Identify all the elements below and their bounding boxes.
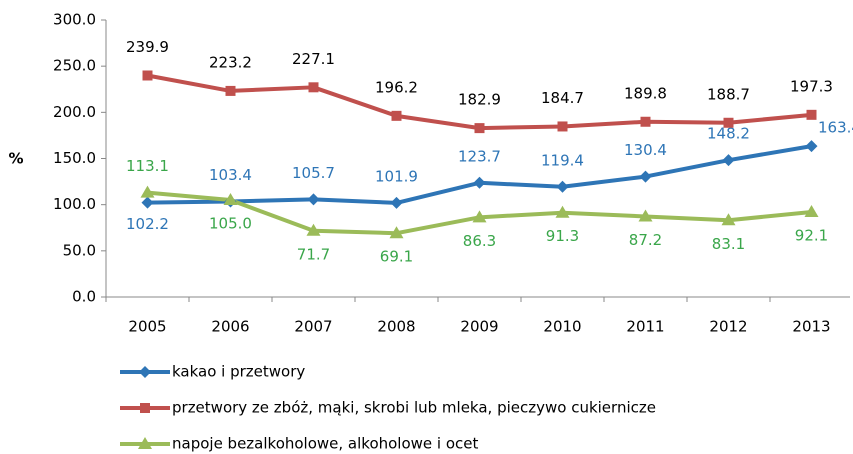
- data-label: 123.7: [458, 147, 501, 165]
- point: [473, 176, 486, 189]
- data-label: 92.1: [795, 226, 828, 244]
- data-label: 105.7: [292, 164, 335, 182]
- data-label: 188.7: [707, 85, 750, 103]
- x-tick-label: 2010: [543, 318, 581, 336]
- point: [555, 205, 570, 218]
- x-tick-label: 2005: [128, 318, 166, 336]
- point: [557, 121, 568, 132]
- y-tick-label: 100.0: [53, 195, 96, 213]
- point: [804, 204, 819, 217]
- point: [722, 154, 735, 167]
- data-label: 86.3: [463, 232, 496, 250]
- x-tick-label: 2011: [626, 318, 664, 336]
- point: [307, 193, 320, 206]
- point: [474, 123, 485, 134]
- data-label: 148.2: [707, 125, 750, 143]
- data-label: 105.0: [209, 215, 252, 233]
- data-label: 83.1: [712, 235, 745, 253]
- x-tick-label: 2009: [460, 318, 498, 336]
- data-label: 101.9: [375, 167, 418, 185]
- data-label: 91.3: [546, 227, 579, 245]
- x-tick-label: 2007: [294, 318, 332, 336]
- legend-label: napoje bezalkoholowe, alkoholowe i ocet: [172, 435, 479, 453]
- point: [225, 85, 236, 96]
- point: [308, 82, 319, 93]
- y-axis-label: %: [8, 150, 23, 168]
- y-tick-label: 300.0: [53, 11, 96, 29]
- point: [472, 210, 487, 223]
- y-tick-label: 250.0: [53, 57, 96, 75]
- point: [638, 209, 653, 222]
- data-label: 69.1: [380, 248, 413, 266]
- data-label: 113.1: [126, 157, 169, 175]
- data-label: 223.2: [209, 53, 252, 71]
- data-label: 189.8: [624, 84, 667, 102]
- point: [391, 110, 402, 121]
- point: [805, 140, 818, 153]
- x-tick-label: 2013: [792, 318, 830, 336]
- point: [140, 403, 150, 413]
- data-label: 196.2: [375, 78, 418, 96]
- x-tick-label: 2012: [709, 318, 747, 336]
- data-label: 184.7: [541, 89, 584, 107]
- data-label: 103.4: [209, 166, 252, 184]
- point: [390, 196, 403, 209]
- data-label: 130.4: [624, 141, 667, 159]
- legend-label: kakao i przetwory: [172, 363, 305, 381]
- x-tick-label: 2008: [377, 318, 415, 336]
- data-label: 119.4: [541, 151, 584, 169]
- point: [806, 109, 817, 120]
- data-label: 87.2: [629, 231, 662, 249]
- y-tick-label: 50.0: [63, 241, 96, 259]
- data-label: 227.1: [292, 50, 335, 68]
- point: [556, 180, 569, 193]
- point: [389, 226, 404, 239]
- data-label: 102.2: [126, 215, 169, 233]
- point: [139, 366, 151, 378]
- y-tick-label: 150.0: [53, 149, 96, 167]
- point: [138, 437, 152, 449]
- y-tick-label: 0.0: [72, 288, 96, 306]
- legend-label: przetwory ze zbóż, mąki, skrobi lub mlek…: [172, 399, 656, 417]
- point: [306, 223, 321, 236]
- x-tick-label: 2006: [211, 318, 249, 336]
- data-label: 182.9: [458, 91, 501, 109]
- point: [639, 170, 652, 183]
- point: [723, 117, 734, 128]
- point: [640, 116, 651, 127]
- y-tick-label: 200.0: [53, 103, 96, 121]
- point: [141, 196, 154, 209]
- point: [140, 185, 155, 198]
- data-label: 197.3: [790, 77, 833, 95]
- point: [721, 213, 736, 226]
- data-label: 71.7: [297, 245, 330, 263]
- point: [223, 193, 238, 206]
- data-label: 239.9: [126, 38, 169, 56]
- data-label: 163.4: [818, 119, 853, 137]
- point: [142, 70, 153, 81]
